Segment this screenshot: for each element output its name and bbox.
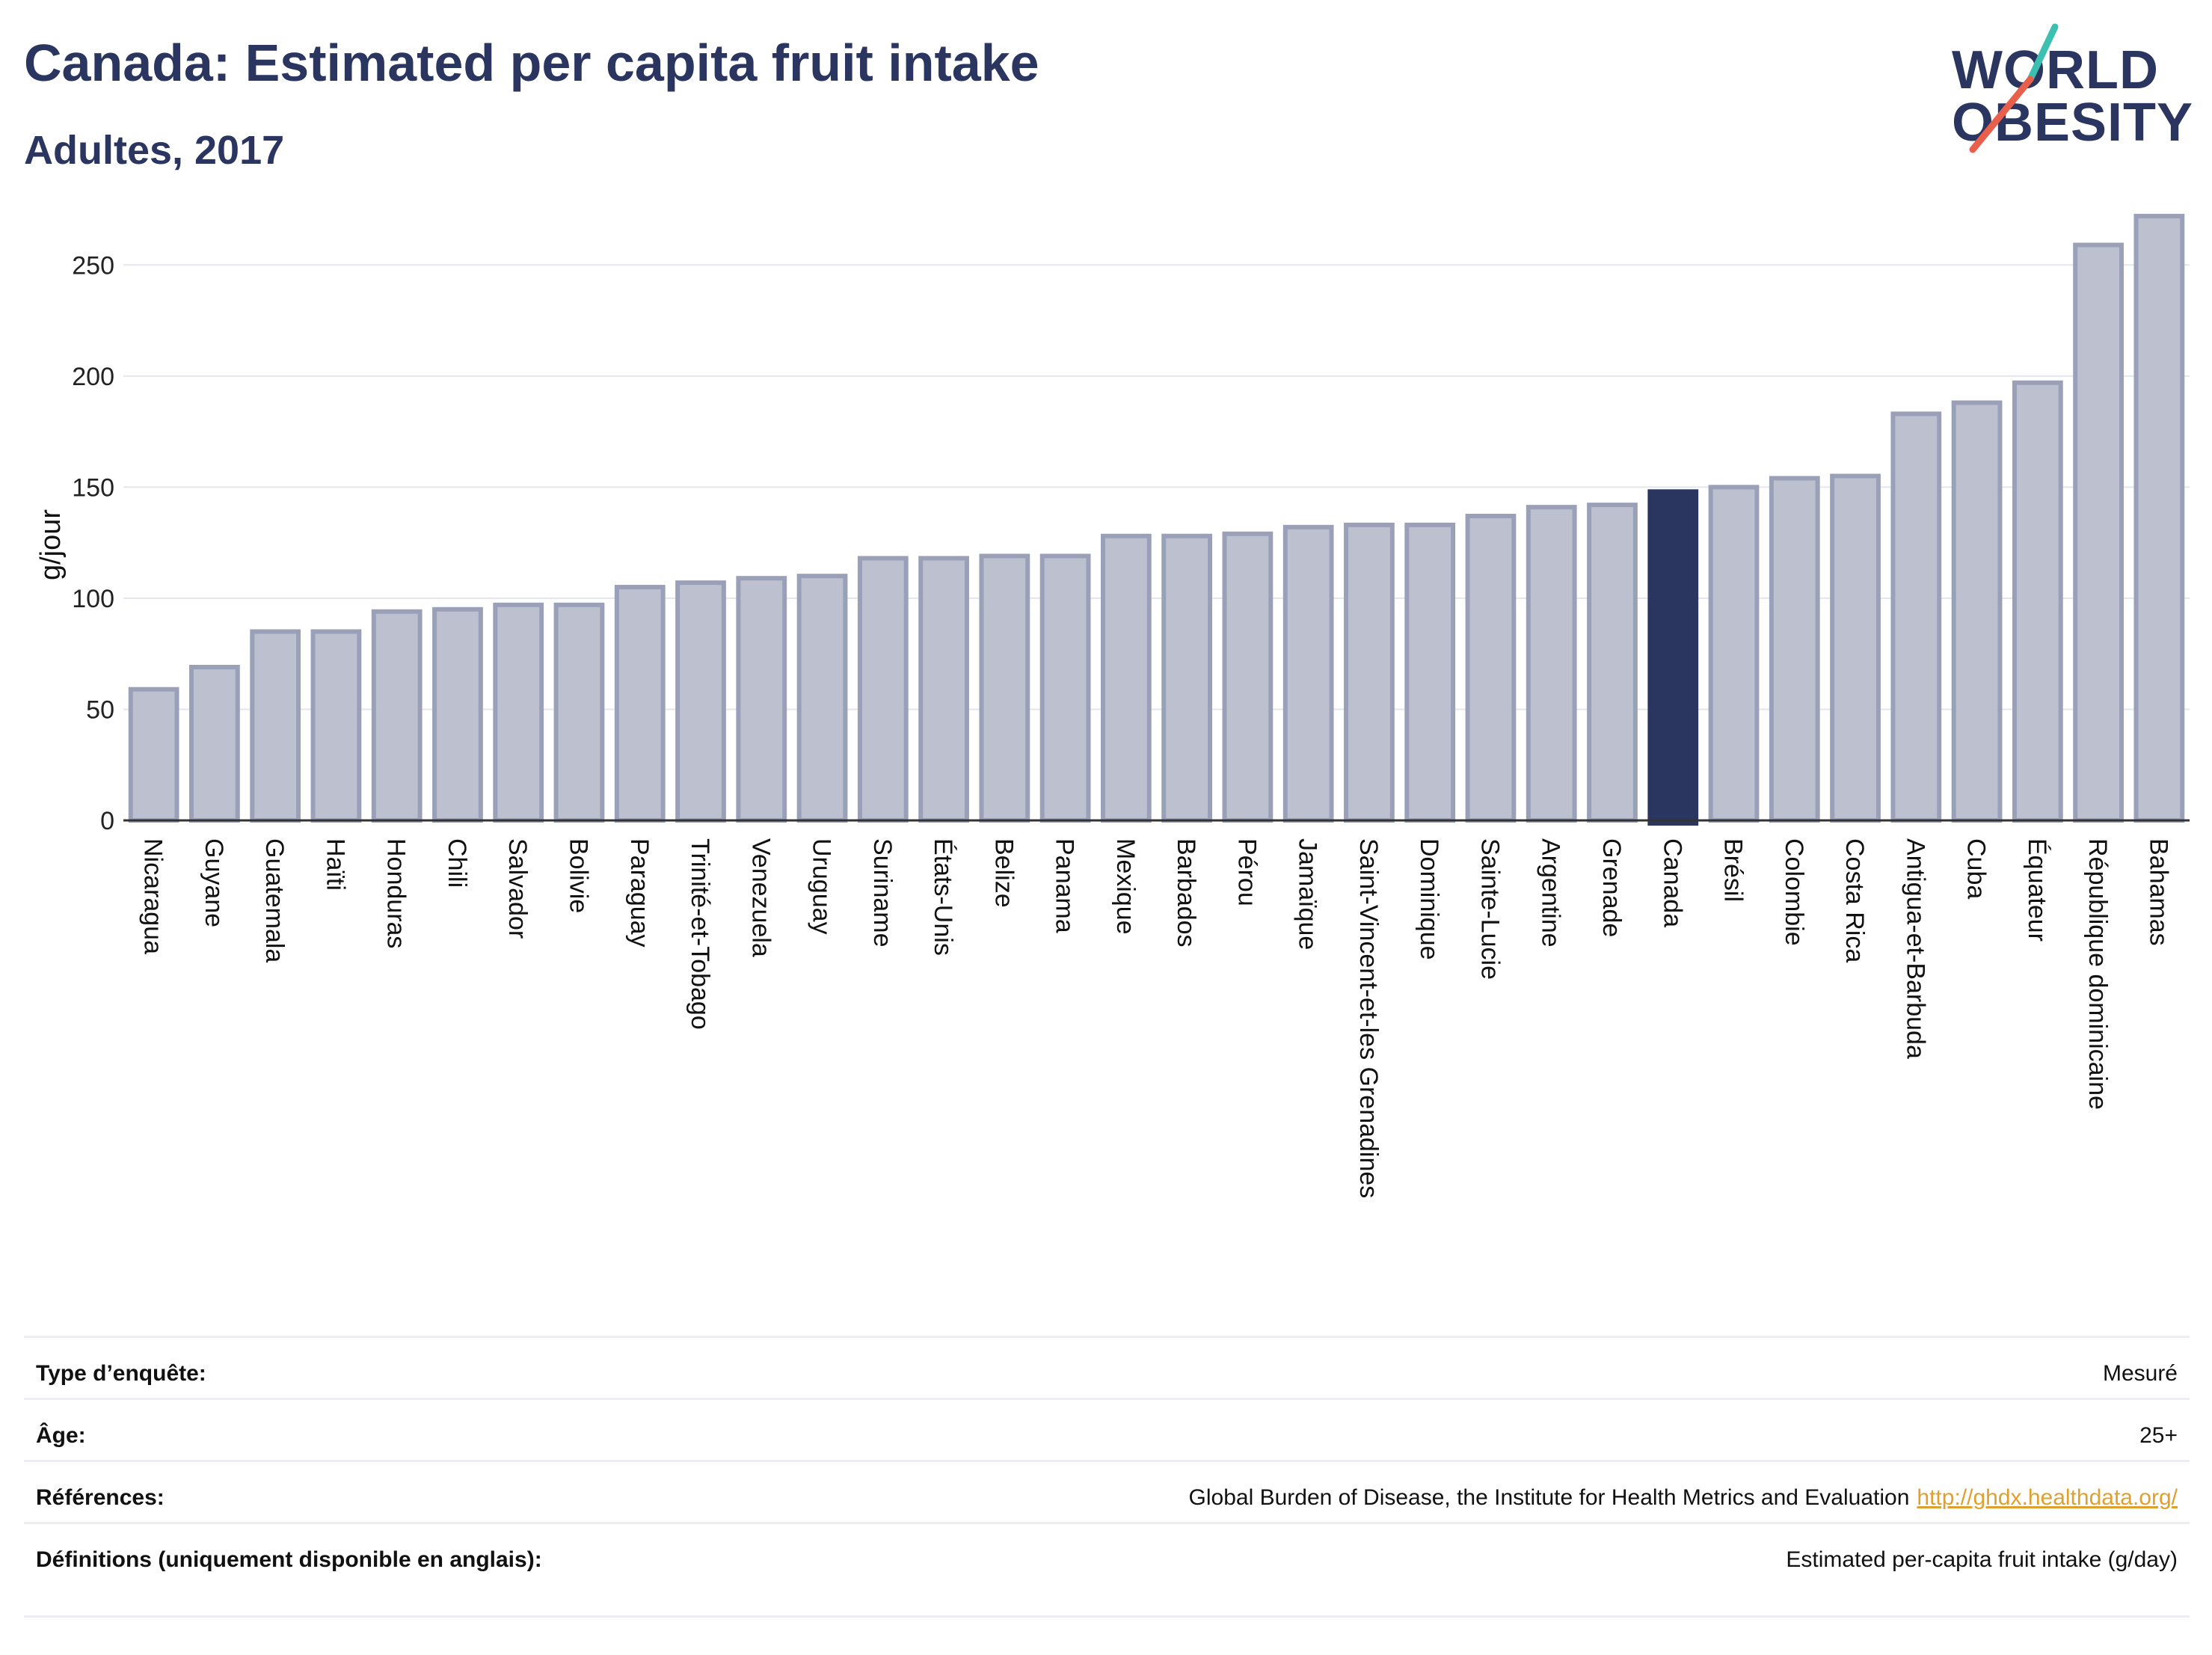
info-row-definitions: Définitions (uniquement disponible en an… xyxy=(24,1522,2190,1618)
bar-uruguay[interactable] xyxy=(796,574,848,823)
bar-suriname[interactable] xyxy=(857,556,909,823)
x-tick-label: Sainte-Lucie xyxy=(1475,838,1504,980)
info-value: Global Burden of Disease, the Institute … xyxy=(1189,1483,2178,1513)
x-tick-label: Antigua-et-Barbuda xyxy=(1901,838,1929,1059)
bars xyxy=(128,213,2185,826)
reference-link[interactable]: http://ghdx.healthdata.org/ xyxy=(1917,1485,2178,1510)
bar-colombie[interactable] xyxy=(1769,476,1820,823)
x-tick-label: Jamaïque xyxy=(1294,838,1322,950)
bar-équateur[interactable] xyxy=(2012,380,2063,823)
x-tick-label: Colombie xyxy=(1780,838,1808,946)
x-tick-label: Canada xyxy=(1658,838,1686,927)
x-tick-label: Bahamas xyxy=(2144,838,2172,946)
x-tick-label: Argentine xyxy=(1537,838,1565,948)
bar-brésil[interactable] xyxy=(1708,485,1760,823)
bar-canada[interactable] xyxy=(1647,489,1699,826)
x-tick-label: Costa Rica xyxy=(1840,838,1869,962)
y-tick-label: 50 xyxy=(86,696,114,724)
x-tick-label: République dominicaine xyxy=(2083,838,2112,1110)
logo-slash-icon xyxy=(1969,23,2059,153)
x-axis-labels: Nicaragua Guyane Guatemala Haïti Honduras Chi… xyxy=(139,838,2173,1198)
info-row-survey-type: Type d’enquête: Mesuré xyxy=(24,1336,2190,1398)
x-tick-label: Panama xyxy=(1051,838,1079,933)
bar-chart: 0 50 100 150 200 250 Nicaragua Guyane Guatemala… xyxy=(35,213,2190,1198)
x-tick-label: Paraguay xyxy=(625,838,654,948)
x-tick-label: Chili xyxy=(443,838,471,888)
bar-bolivie[interactable] xyxy=(553,602,605,823)
x-tick-label: Guatemala xyxy=(260,838,289,962)
x-tick-label: Belize xyxy=(989,838,1018,908)
bar-paraguay[interactable] xyxy=(614,585,666,823)
bar-costa-rica[interactable] xyxy=(1830,473,1881,823)
x-tick-label: Cuba xyxy=(1962,838,1991,899)
info-value: Mesuré xyxy=(2102,1361,2178,1386)
bar-pérou[interactable] xyxy=(1222,531,1274,823)
bar-guyane[interactable] xyxy=(189,665,240,823)
info-value: Estimated per-capita fruit intake (g/day… xyxy=(1786,1547,2178,1572)
bar-dominique[interactable] xyxy=(1404,522,1456,823)
x-tick-label: Venezuela xyxy=(746,838,775,957)
x-tick-label: Honduras xyxy=(382,838,411,948)
x-tick-label: Salvador xyxy=(503,838,532,939)
y-tick-label: 250 xyxy=(72,251,114,280)
x-tick-label: Équateur xyxy=(2023,838,2051,942)
bar-jamaïque[interactable] xyxy=(1282,524,1334,823)
y-tick-label: 100 xyxy=(72,585,114,613)
logo-word-1: WORLD xyxy=(1952,40,2159,100)
x-tick-label: Nicaragua xyxy=(139,838,168,954)
info-key: Âge: xyxy=(36,1423,86,1448)
x-tick-label: Haïti xyxy=(321,838,349,891)
y-tick-label: 200 xyxy=(72,363,114,391)
info-row-references: Références: Global Burden of Disease, th… xyxy=(24,1460,2190,1522)
x-tick-label: Pérou xyxy=(1232,838,1261,906)
info-key: Type d’enquête: xyxy=(36,1361,206,1386)
info-table: Type d’enquête: Mesuré Âge: 25+ Référenc… xyxy=(24,1336,2190,1618)
x-tick-label: Mexique xyxy=(1111,838,1140,935)
bar-haïti[interactable] xyxy=(310,629,362,823)
x-tick-label: Suriname xyxy=(868,838,897,948)
y-axis-ticks: 0 50 100 150 200 250 xyxy=(72,251,114,835)
world-obesity-logo: WORLD OBESITY xyxy=(1952,21,2199,156)
y-axis-title: g/jour xyxy=(35,509,67,580)
x-tick-label: Dominique xyxy=(1415,838,1443,960)
bar-barbados[interactable] xyxy=(1161,533,1213,823)
x-tick-label: Barbados xyxy=(1172,838,1200,948)
bar-panama[interactable] xyxy=(1039,553,1091,823)
x-tick-label: Brésil xyxy=(1719,838,1748,902)
bar-salvador[interactable] xyxy=(493,602,544,823)
chart-title: Canada: Estimated per capita fruit intak… xyxy=(24,34,1039,92)
x-tick-label: Trinité-et-Tobago xyxy=(686,838,714,1030)
bar-république-dominicaine[interactable] xyxy=(2073,242,2124,823)
x-tick-label: Bolivie xyxy=(564,838,592,913)
bar-états-unis[interactable] xyxy=(918,556,969,823)
chart-subtitle: Adultes, 2017 xyxy=(24,128,285,173)
bar-saint-vincent-et-les-grenadines[interactable] xyxy=(1344,522,1395,823)
reference-text: Global Burden of Disease, the Institute … xyxy=(1188,1485,1910,1510)
y-tick-label: 0 xyxy=(100,807,114,835)
info-key: Définitions (uniquement disponible en an… xyxy=(36,1547,542,1572)
bar-trinité-et-tobago[interactable] xyxy=(675,580,726,823)
bar-argentine[interactable] xyxy=(1526,505,1577,823)
info-row-age: Âge: 25+ xyxy=(24,1398,2190,1460)
bar-cuba[interactable] xyxy=(1951,400,2003,823)
bar-honduras[interactable] xyxy=(371,609,423,823)
x-tick-label: Uruguay xyxy=(808,838,836,935)
bar-sainte-lucie[interactable] xyxy=(1465,513,1517,823)
y-tick-label: 150 xyxy=(72,473,114,502)
bar-antigua-et-barbuda[interactable] xyxy=(1890,411,1942,823)
info-value: 25+ xyxy=(2139,1423,2178,1448)
x-tick-label: Grenade xyxy=(1597,838,1626,937)
bar-mexique[interactable] xyxy=(1100,533,1152,823)
x-tick-label: Guyane xyxy=(200,838,228,927)
bar-bahamas[interactable] xyxy=(2133,213,2185,823)
info-key: Références: xyxy=(36,1485,165,1510)
x-tick-label: États-Unis xyxy=(929,838,957,956)
bar-grenade[interactable] xyxy=(1587,503,1638,823)
bar-guatemala[interactable] xyxy=(250,629,301,823)
bar-chili[interactable] xyxy=(432,607,483,823)
bar-nicaragua[interactable] xyxy=(128,687,179,823)
x-tick-label: Saint-Vincent-et-les Grenadines xyxy=(1354,838,1383,1198)
bar-venezuela[interactable] xyxy=(736,576,787,823)
bar-belize[interactable] xyxy=(979,553,1030,823)
